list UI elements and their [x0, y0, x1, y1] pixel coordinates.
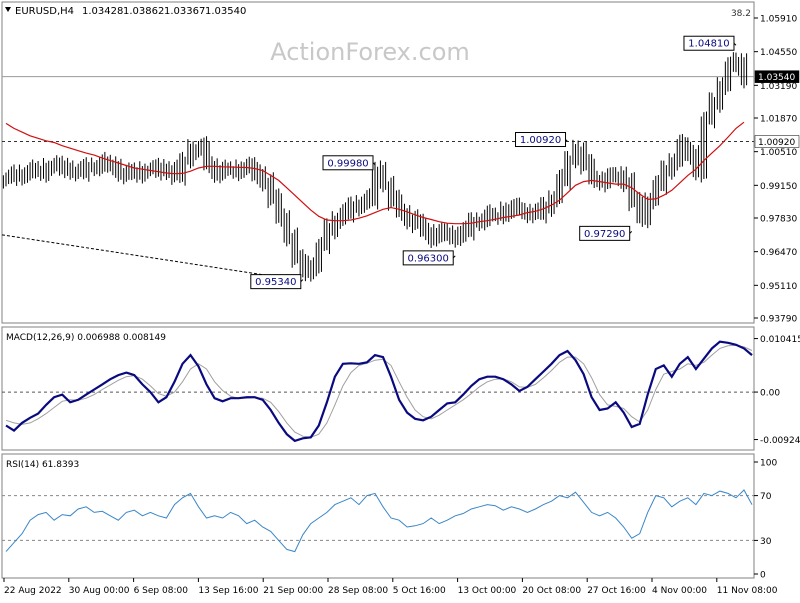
time-tick-label: 22 Aug 2022	[4, 586, 62, 596]
header-open: 1.03428	[82, 6, 123, 17]
macd-tick-label: 0.00	[760, 389, 780, 399]
time-tick-label: 13 Oct 00:00	[458, 586, 517, 596]
axis-price-label: 1.00920	[758, 138, 795, 148]
time-tick-label: 30 Aug 00:00	[69, 586, 130, 596]
time-tick-label: 28 Sep 08:00	[328, 586, 388, 596]
rsi-title: RSI(14) 61.8393	[6, 460, 79, 470]
corner-value: 38.2	[731, 9, 751, 19]
time-tick-label: 13 Sep 16:00	[198, 586, 258, 596]
annotation-label: 0.99980	[327, 158, 368, 169]
axis-price-label: 1.03540	[758, 73, 795, 83]
header-symbol: EURUSD,H4	[15, 6, 74, 17]
price-tick-label: 1.05910	[760, 15, 797, 25]
price-tick-label: 1.04550	[760, 48, 797, 58]
rsi-tick-label: 70	[760, 492, 772, 502]
macd-tick-label: -0.009244	[760, 436, 800, 446]
time-tick-label: 20 Oct 08:00	[522, 586, 581, 596]
rsi-tick-label: 0	[760, 571, 766, 581]
price-tick-label: 1.03190	[760, 82, 797, 92]
watermark: ActionForex.com	[270, 38, 470, 66]
macd-title: MACD(12,26,9) 0.006988 0.008149	[6, 333, 166, 343]
time-tick-label: 6 Sep 08:00	[134, 586, 189, 596]
annotation-label: 1.00920	[520, 135, 561, 146]
price-tick-label: 0.97830	[760, 215, 797, 225]
price-tick-label: 0.95110	[760, 282, 797, 292]
annotation-label: 0.97290	[584, 229, 625, 240]
header-low: 1.03367	[164, 6, 205, 17]
macd-tick-label: 0.010415	[760, 335, 800, 345]
rsi-tick-label: 100	[760, 459, 777, 469]
annotation-label: 0.95340	[255, 277, 296, 288]
rsi-tick-label: 30	[760, 537, 772, 547]
time-tick-label: 5 Oct 16:00	[393, 586, 446, 596]
time-tick-label: 4 Nov 00:00	[652, 586, 707, 596]
price-tick-label: 0.93790	[760, 315, 797, 325]
price-tick-label: 0.96470	[760, 248, 797, 258]
time-tick-label: 27 Oct 16:00	[587, 586, 646, 596]
annotation-label: 0.96300	[408, 253, 449, 264]
header: EURUSD,H4 1.03428 1.03862 1.03367 1.0354…	[5, 6, 246, 17]
price-tick-label: 1.00510	[760, 148, 797, 158]
time-tick-label: 21 Sep 00:00	[263, 586, 323, 596]
annotation-label: 1.04810	[688, 39, 729, 50]
header-high: 1.03862	[123, 6, 164, 17]
price-tick-label: 0.99150	[760, 182, 797, 192]
price-tick-label: 1.01870	[760, 115, 797, 125]
time-tick-label: 11 Nov 08:00	[717, 586, 778, 596]
header-close: 1.03540	[205, 6, 246, 17]
